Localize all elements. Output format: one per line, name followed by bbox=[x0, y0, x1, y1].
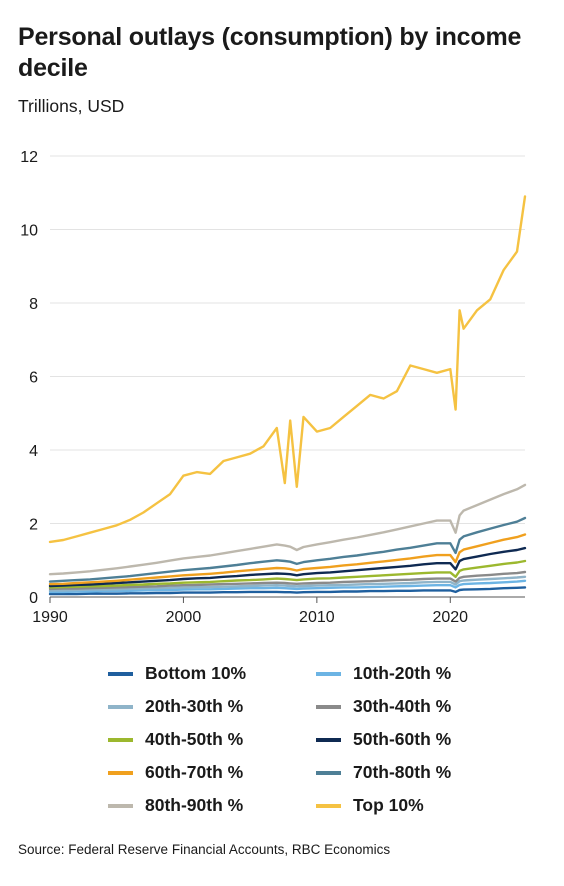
legend-item-10th-20th: 10th-20th % bbox=[316, 660, 516, 687]
chart-subtitle: Trillions, USD bbox=[18, 96, 125, 116]
legend-swatch bbox=[316, 770, 341, 775]
y-tick-label: 2 bbox=[29, 517, 38, 534]
y-tick-label: 12 bbox=[20, 149, 38, 166]
legend-swatch bbox=[316, 704, 341, 709]
legend-label: 80th-90th % bbox=[145, 795, 244, 815]
legend-item-30th-40th: 30th-40th % bbox=[316, 693, 516, 720]
line-chart: 0 2 4 6 8 10 12 1990 2000 2010 2020 bbox=[20, 149, 527, 626]
axes: 0 2 4 6 8 10 12 1990 2000 2010 2020 bbox=[20, 149, 525, 626]
series-line-60th-70th bbox=[48, 533, 527, 586]
series-line-10th-20th bbox=[48, 579, 527, 594]
series-line-top-10 bbox=[48, 195, 527, 544]
legend-item-top-10: Top 10% bbox=[316, 792, 516, 819]
legend-label: 40th-50th % bbox=[145, 729, 244, 749]
series-line-30th-40th bbox=[48, 570, 527, 591]
legend: Bottom 10% 10th-20th % 20th-30th % 30th-40t… bbox=[108, 660, 528, 819]
legend-swatch bbox=[108, 704, 133, 709]
y-tick-label: 10 bbox=[20, 223, 38, 240]
chart-title: Personal outlays (consumption) by income… bbox=[18, 23, 522, 82]
series-line-40th-50th bbox=[48, 559, 527, 589]
legend-label: 60th-70th % bbox=[145, 762, 244, 782]
series-line-bottom-10 bbox=[48, 586, 527, 596]
series-line-70th-80th bbox=[48, 516, 527, 583]
legend-label: Top 10% bbox=[353, 795, 424, 815]
legend-swatch bbox=[108, 803, 133, 808]
legend-label: 70th-80th % bbox=[353, 762, 452, 782]
x-tick-label: 2010 bbox=[299, 609, 335, 626]
legend-item-20th-30th: 20th-30th % bbox=[108, 693, 316, 720]
x-tick-label: 2020 bbox=[432, 609, 468, 626]
legend-swatch bbox=[108, 671, 133, 676]
legend-swatch bbox=[316, 803, 341, 808]
legend-label: Bottom 10% bbox=[145, 663, 247, 683]
legend-label: 50th-60th % bbox=[353, 729, 452, 749]
x-tick-label: 2000 bbox=[166, 609, 202, 626]
x-tick-label: 1990 bbox=[32, 609, 68, 626]
legend-swatch bbox=[108, 770, 133, 775]
y-tick-label: 6 bbox=[29, 370, 38, 387]
source-note: Source: Federal Reserve Financial Accoun… bbox=[18, 842, 391, 857]
legend-label: 20th-30th % bbox=[145, 696, 244, 716]
y-tick-label: 8 bbox=[29, 296, 38, 313]
y-tick-label: 0 bbox=[29, 590, 38, 607]
legend-swatch bbox=[316, 737, 341, 742]
legend-label: 30th-40th % bbox=[353, 696, 452, 716]
y-tick-label: 4 bbox=[29, 443, 38, 460]
legend-item-50th-60th: 50th-60th % bbox=[316, 726, 516, 753]
series-line-80th-90th bbox=[48, 483, 527, 576]
legend-item-60th-70th: 60th-70th % bbox=[108, 759, 316, 786]
series-line-50th-60th bbox=[48, 546, 527, 588]
legend-item-80th-90th: 80th-90th % bbox=[108, 792, 316, 819]
legend-item-bottom-10: Bottom 10% bbox=[108, 660, 316, 687]
legend-label: 10th-20th % bbox=[353, 663, 452, 683]
series-line-20th-30th bbox=[48, 575, 527, 592]
legend-item-70th-80th: 70th-80th % bbox=[316, 759, 516, 786]
legend-swatch bbox=[316, 671, 341, 676]
legend-item-40th-50th: 40th-50th % bbox=[108, 726, 316, 753]
series-lines bbox=[48, 195, 527, 596]
legend-swatch bbox=[108, 737, 133, 742]
